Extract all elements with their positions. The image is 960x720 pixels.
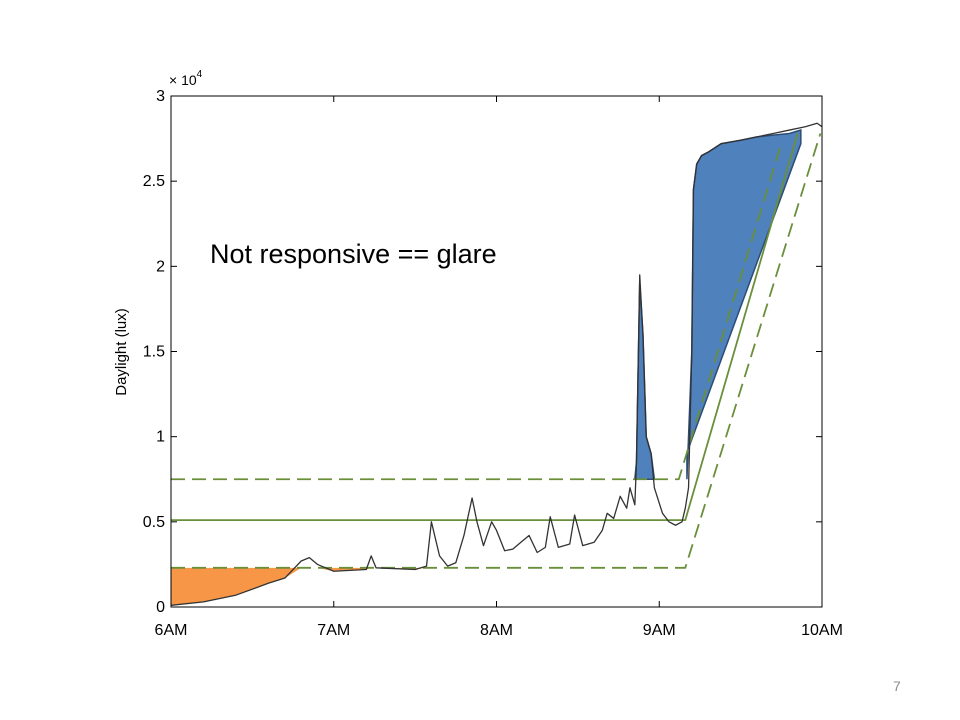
y-tick-label: 0 [156, 599, 165, 616]
y-multiplier-label: × 104 [169, 69, 203, 88]
x-tick-label: 10AM [801, 622, 843, 639]
y-axis-label: Daylight (lux) [113, 308, 130, 396]
y-tick-label: 1.5 [143, 344, 165, 361]
series-threshold-center [171, 133, 799, 522]
page-number: 7 [893, 678, 901, 694]
x-tick-label: 7AM [317, 622, 350, 639]
x-tick-label: 9AM [643, 622, 676, 639]
x-tick-label: 8AM [480, 622, 513, 639]
y-tick-label: 1 [156, 429, 165, 446]
y-tick-label: 2 [156, 258, 165, 275]
series-measurement [170, 122, 823, 606]
series-threshold-upper [171, 143, 783, 481]
y-tick-label: 2.5 [143, 173, 165, 190]
x-tick-label: 6AM [155, 622, 188, 639]
shaded-region-below-lower-threshold [171, 567, 425, 606]
axis-ticks: 6AM 7AM 8AM 9AM 10AM 0 0.5 1 1.5 2 2.5 3 [143, 88, 843, 639]
y-tick-label: 3 [156, 88, 165, 105]
series-threshold-lower [171, 133, 822, 569]
threshold-lines [171, 133, 822, 569]
measurement-series [170, 122, 823, 606]
shaded-regions [171, 129, 802, 606]
glare-annotation: Not responsive == glare [210, 239, 497, 269]
y-tick-label: 0.5 [143, 514, 165, 531]
